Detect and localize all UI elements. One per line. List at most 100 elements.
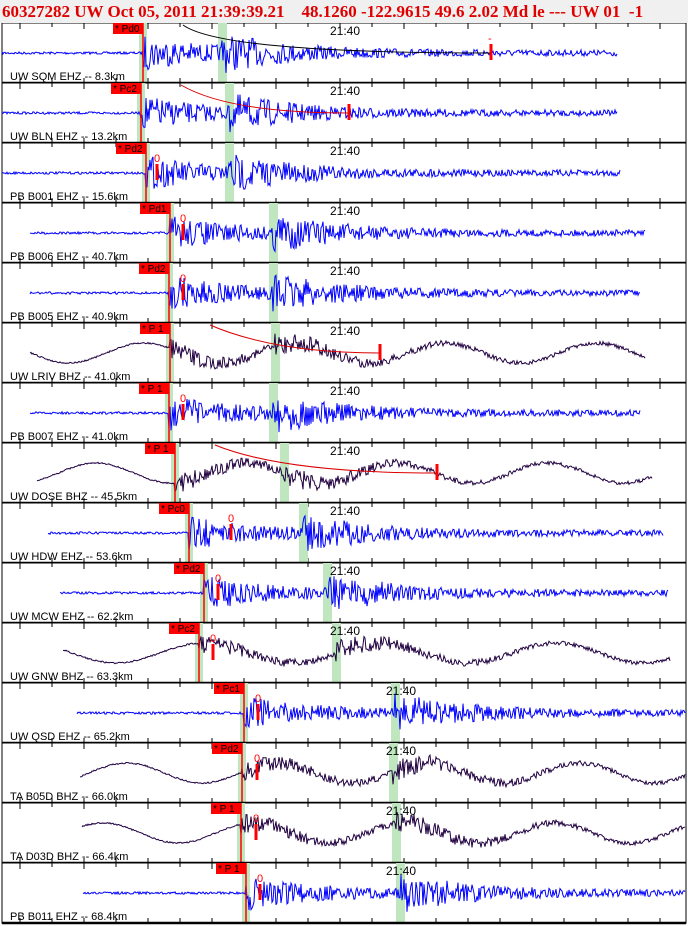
coda-label: 0 [228,513,234,525]
pick-label-box[interactable] [139,383,169,394]
s-phase-band [392,803,401,863]
station-panel[interactable]: * P 1 21:40 UW LRIV BHZ -- 41.0km [1,322,687,385]
station-panel[interactable]: * Pd2 0 21:40 PB B005 EHZ -- 40.9km [1,262,687,325]
coda-marker[interactable] [255,764,259,780]
pick-label: * Pd2 [118,144,143,155]
pick-label-box[interactable] [140,203,170,214]
station-label: PB B001 EHZ -- 15.6km [10,191,128,203]
pick-label-box[interactable] [113,23,143,34]
station-label: TA B05D BHZ -- 66.0km [10,791,128,803]
coda-marker[interactable] [181,284,185,300]
pick-label-box[interactable] [159,503,189,514]
s-phase-band [323,563,332,623]
coda-label: 0 [255,693,261,705]
pick-label: * Pd2 [141,264,166,275]
waveform-trace [59,576,669,609]
station-label: UW SQM EHZ -- 8.3km [10,71,125,83]
waveform-trace [29,333,646,370]
time-label: 21:40 [330,24,360,38]
pick-label: * Pc2 [171,624,195,635]
coda-marker[interactable] [256,704,260,720]
station-label: UW MCW EHZ -- 62.2km [10,611,133,623]
pick-label: * Pd0 [115,24,140,35]
time-label: 21:40 [330,504,360,518]
station-panel[interactable]: * Pd2 0 21:40 PB B001 EHZ -- 15.6km [1,142,687,205]
station-panel[interactable]: * P 1 0 21:40 PB B011 EHZ -- 68.4km [1,862,687,925]
panel-frame [1,802,687,864]
pick-label-box[interactable] [139,263,169,274]
station-label: UW QSD EHZ -- 65.2km [10,731,130,743]
time-label: 21:40 [330,624,360,638]
coda-label: 0 [180,213,186,225]
coda-marker[interactable] [347,104,351,120]
coda-marker[interactable] [435,464,439,480]
station-panel[interactable]: * Pc0 0 21:40 UW HDW EHZ -- 53.6km [1,502,687,565]
pick-label-box[interactable] [145,443,175,454]
station-label: UW HDW EHZ -- 53.6km [10,551,132,563]
coda-label: 0 [180,273,186,285]
station-panel[interactable]: * Pc1 0 21:40 UW QSD EHZ -- 65.2km [1,682,687,745]
coda-decay-curve [209,324,381,354]
time-label: 21:40 [330,204,360,218]
pick-label: * P 1 [147,444,169,455]
coda-marker[interactable] [216,584,220,600]
pick-label-box[interactable] [211,803,241,814]
coda-label: 0 [154,153,160,165]
pick-label-box[interactable] [111,83,141,94]
waveform-trace [62,635,671,667]
coda-marker[interactable] [155,164,159,180]
coda-marker[interactable] [181,224,185,240]
coda-marker[interactable] [229,524,233,540]
station-label: PB B007 EHZ -- 41.0km [10,431,128,443]
coda-marker[interactable] [254,824,258,840]
waveform-trace [1,36,618,73]
coda-marker[interactable] [211,644,215,660]
waveform-trace [47,514,664,551]
station-panel[interactable]: * Pd0 - 21:40 UW SQM EHZ -- 8.3km [1,23,687,85]
pick-label-box[interactable] [174,563,204,574]
coda-marker[interactable] [378,344,382,360]
coda-decay-curve [214,444,438,474]
waveform-trace [81,811,686,848]
station-panel[interactable]: * Pd2 0 21:40 TA B05D BHZ -- 66.0km [1,742,687,805]
pick-label: * Pc2 [113,84,137,95]
waveform-trace [29,216,646,253]
waveform-trace [29,399,641,433]
coda-marker[interactable] [489,44,493,60]
pick-label: * Pd2 [176,564,201,575]
s-phase-band [299,503,308,563]
s-phase-band [280,443,289,503]
coda-decay-curve [182,24,492,54]
pick-label: * P 1 [213,804,235,815]
station-panel[interactable]: * P 1 0 21:40 PB B007 EHZ -- 41.0km [1,382,687,445]
coda-label: - [488,33,492,45]
waveform-trace [79,753,686,789]
station-panel[interactable]: * Pd2 0 21:40 UW MCW EHZ -- 62.2km [1,562,687,625]
pick-label-box[interactable] [116,143,146,154]
coda-marker[interactable] [181,404,185,420]
station-panel[interactable]: * Pd1 0 21:40 PB B006 EHZ -- 40.7km [1,202,687,265]
pick-label-box[interactable] [216,863,246,874]
coda-label: 0 [257,873,263,885]
pick-label-box[interactable] [169,623,199,634]
station-panel[interactable]: * Pc2 21:40 UW BLN EHZ -- 13.2km [1,82,687,145]
coda-label: 0 [215,573,221,585]
time-label: 21:40 [330,444,360,458]
station-label: PB B006 EHZ -- 40.7km [10,251,128,263]
station-panel[interactable]: * P 1 21:40 UW DOSE BHZ -- 45.5km [1,442,687,505]
pick-label: * Pd1 [142,204,167,215]
pick-label-box[interactable] [214,683,244,694]
station-label: PB B011 EHZ -- 68.4km [10,911,127,923]
time-label: 21:40 [386,804,416,818]
pick-label-box[interactable] [140,323,170,334]
pick-label-box[interactable] [212,743,242,754]
s-phase-band [389,743,398,803]
waveform-trace [1,94,618,133]
station-panel[interactable]: * P 1 0 21:40 TA D03D BHZ -- 66.4km [1,802,687,865]
coda-marker[interactable] [258,884,262,900]
time-label: 21:40 [330,264,360,278]
station-label: UW LRIV BHZ -- 41.0km [10,371,130,383]
time-label: 21:40 [330,144,360,158]
station-panel[interactable]: * Pc2 0 21:40 UW GNW BHZ -- 63.3km [1,622,687,685]
